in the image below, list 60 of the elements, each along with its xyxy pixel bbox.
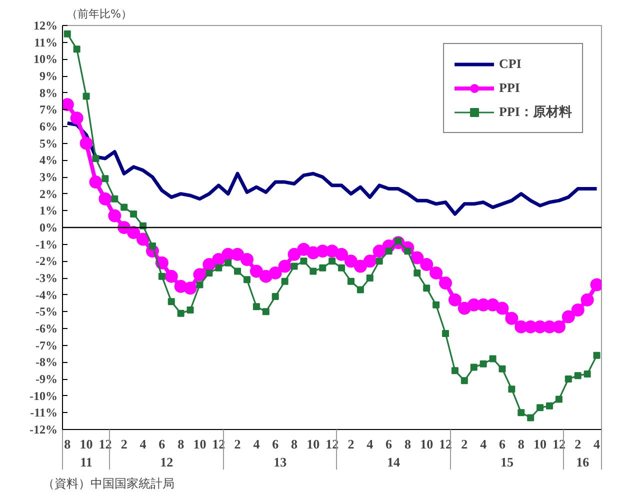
x-tick-label: 4	[480, 436, 488, 452]
x-tick-label: 10	[420, 436, 434, 452]
x-tick-label: 4	[253, 436, 260, 452]
x-tick-label: 8	[178, 436, 185, 452]
y-tick-label: 8%	[40, 86, 58, 100]
y-tick-label: 12%	[34, 18, 58, 32]
y-tick-label: -4%	[36, 288, 58, 302]
text: 16	[576, 454, 590, 470]
y-tick-label: 5%	[40, 136, 58, 150]
x-tick-label: 8	[518, 436, 525, 452]
y-tick-label: 6%	[40, 120, 58, 134]
x-tick-label: 10	[193, 436, 206, 452]
y-tick-label: -8%	[36, 355, 58, 370]
x-tick-label: 8	[64, 436, 72, 452]
y-tick-label: -12%	[30, 422, 58, 436]
y-tick-label: 2%	[40, 186, 58, 201]
y-tick-label: -2%	[36, 254, 58, 268]
y-tick-label: -9%	[36, 372, 58, 386]
y-tick-label: 3%	[40, 170, 58, 184]
y-tick-label: -7%	[36, 338, 58, 352]
text: 14	[387, 454, 401, 470]
y-tick-label: 10%	[34, 52, 58, 66]
y-tick-label: 0%	[40, 220, 58, 234]
x-tick-label: 10	[534, 436, 547, 452]
x-tick-label: 6	[158, 436, 166, 452]
y-tick-label: -10%	[30, 388, 58, 403]
x-tick-label: 8	[404, 436, 412, 452]
x-tick-label: 2	[461, 436, 468, 452]
y-tick-label: 7%	[40, 102, 58, 117]
x-tick-label: 2	[120, 436, 128, 452]
legend-label: PPI	[499, 80, 520, 96]
x-tick-label: 10	[306, 436, 320, 452]
y-tick-label: 1%	[40, 204, 58, 218]
x-tick-label: 6	[498, 436, 506, 452]
y-tick-label: -6%	[36, 322, 58, 336]
y-tick-label: 9%	[40, 69, 58, 83]
x-tick-label: 6	[386, 436, 393, 452]
x-tick-label: 2	[348, 436, 354, 452]
legend-label: PPI：原材料	[499, 103, 572, 121]
y-tick-label: 11%	[34, 35, 58, 50]
y-tick-label: -11%	[30, 406, 58, 420]
x-tick-label: 10	[80, 436, 93, 452]
y-tick-label: -3%	[36, 271, 58, 285]
legend-label: CPI	[499, 56, 522, 72]
y-tick-label: 4%	[40, 153, 58, 168]
x-tick-label: 4	[366, 436, 374, 452]
x-tick-label: 2	[234, 436, 241, 452]
y-tick-label: -5%	[36, 304, 58, 319]
x-tick-label: 8	[291, 436, 298, 452]
text: （資料）中国国家統計局	[42, 476, 174, 490]
text: 11	[80, 454, 92, 470]
x-tick-label: 4	[140, 436, 147, 452]
x-tick-label: 6	[272, 436, 280, 452]
text: 15	[500, 454, 514, 470]
y-axis-title: （前年比%）	[66, 8, 132, 20]
text: 12	[160, 454, 174, 470]
y-tick-label: -1%	[36, 237, 58, 252]
x-tick-label: 2	[574, 436, 582, 452]
x-tick-label: 4	[594, 436, 601, 452]
text: 13	[274, 454, 288, 470]
